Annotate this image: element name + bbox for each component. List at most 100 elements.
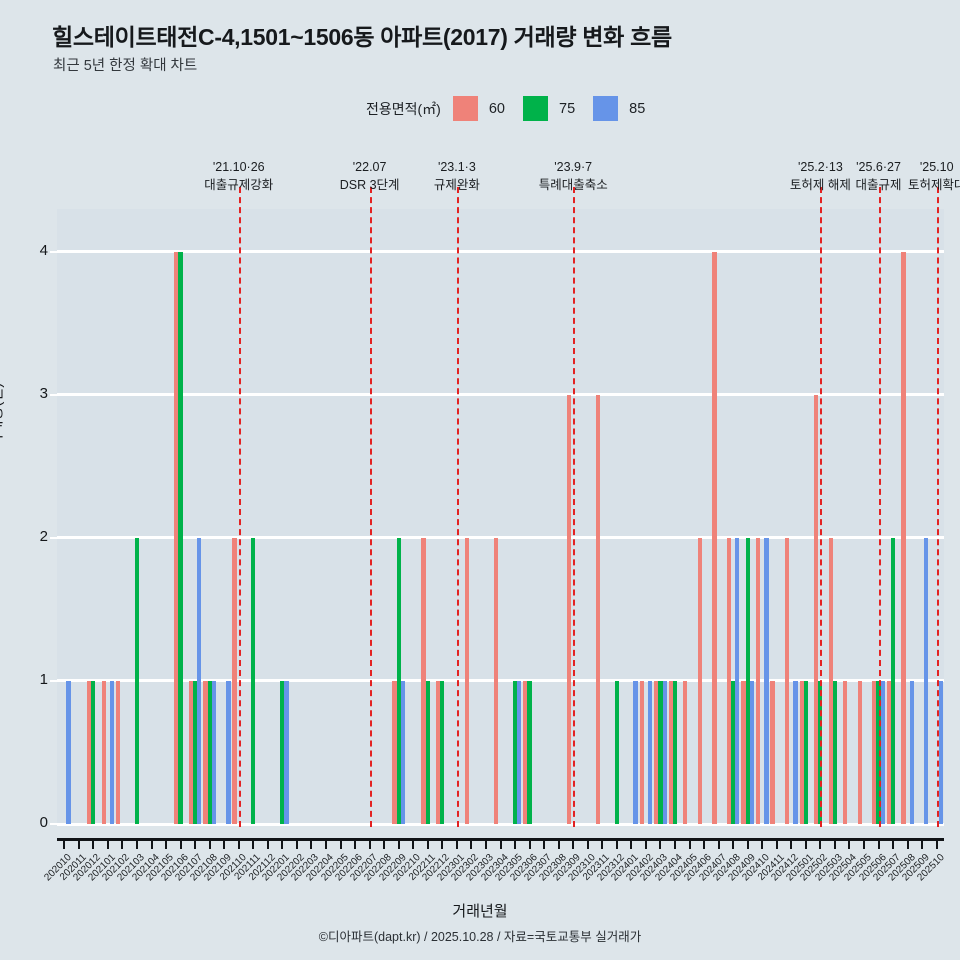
- x-axis-tick-mark: [572, 840, 575, 849]
- x-axis-tick-mark: [223, 840, 226, 849]
- bar[interactable]: [764, 537, 769, 824]
- bar[interactable]: [232, 537, 237, 824]
- bar[interactable]: [251, 537, 256, 824]
- bar[interactable]: [648, 680, 653, 824]
- bar[interactable]: [595, 394, 601, 824]
- bar[interactable]: [672, 680, 678, 824]
- bar[interactable]: [735, 537, 740, 824]
- x-axis-line: [57, 838, 944, 841]
- bar[interactable]: [880, 680, 885, 824]
- bar[interactable]: [188, 680, 194, 824]
- bar[interactable]: [654, 680, 659, 824]
- legend-item-60[interactable]: 60: [452, 96, 505, 121]
- bar[interactable]: [828, 537, 833, 824]
- bar[interactable]: [668, 680, 673, 824]
- x-axis-tick-mark: [165, 840, 168, 849]
- bar[interactable]: [683, 680, 688, 824]
- bar[interactable]: [726, 537, 732, 824]
- bar[interactable]: [178, 251, 183, 824]
- bar[interactable]: [745, 537, 750, 824]
- bar[interactable]: [91, 680, 96, 824]
- bar[interactable]: [755, 537, 761, 824]
- x-axis-tick-mark: [77, 840, 80, 849]
- bar[interactable]: [909, 680, 914, 824]
- bar[interactable]: [741, 680, 746, 824]
- bar[interactable]: [857, 680, 862, 824]
- legend: 전용면적(㎡) 60 75 85: [366, 96, 663, 121]
- bar[interactable]: [832, 680, 838, 824]
- bar[interactable]: [512, 680, 518, 824]
- bar[interactable]: [614, 680, 619, 824]
- x-axis-tick-mark: [659, 840, 662, 849]
- bar[interactable]: [901, 251, 906, 824]
- x-axis-tick-mark: [804, 840, 807, 849]
- event-label: '21.10·26 대출규제강화: [204, 158, 273, 194]
- bar[interactable]: [400, 680, 405, 824]
- bar[interactable]: [886, 680, 891, 824]
- event-date: '23.9·7: [554, 160, 593, 174]
- bar[interactable]: [465, 537, 470, 824]
- bar[interactable]: [425, 680, 430, 824]
- bar[interactable]: [436, 680, 441, 824]
- bar[interactable]: [803, 680, 808, 824]
- bar[interactable]: [843, 680, 848, 824]
- bar[interactable]: [392, 680, 397, 824]
- bar[interactable]: [517, 680, 522, 824]
- bar[interactable]: [639, 680, 644, 824]
- bar[interactable]: [662, 680, 667, 824]
- bar[interactable]: [101, 680, 106, 824]
- bar[interactable]: [197, 537, 202, 824]
- bar[interactable]: [280, 680, 285, 824]
- event-date: '25.10: [919, 160, 954, 174]
- y-axis-tick-mark: [50, 393, 57, 396]
- y-axis-tick-mark: [50, 250, 57, 253]
- bar[interactable]: [697, 537, 702, 824]
- bar[interactable]: [421, 537, 426, 824]
- bar[interactable]: [203, 680, 208, 824]
- event-desc: 특례대출축소: [538, 178, 608, 192]
- bar[interactable]: [633, 680, 638, 824]
- bar[interactable]: [770, 680, 775, 824]
- event-label: '25.10 토허제확대: [908, 158, 960, 194]
- bar[interactable]: [87, 680, 92, 824]
- bar[interactable]: [731, 680, 736, 824]
- bar[interactable]: [658, 680, 663, 824]
- bar[interactable]: [566, 394, 572, 824]
- bar[interactable]: [814, 394, 819, 824]
- legend-item-75[interactable]: 75: [523, 96, 575, 121]
- bar[interactable]: [226, 680, 231, 824]
- bar[interactable]: [793, 680, 798, 824]
- bar[interactable]: [207, 680, 212, 824]
- bar[interactable]: [494, 537, 499, 824]
- bar[interactable]: [134, 537, 140, 824]
- bar[interactable]: [109, 680, 115, 824]
- bar[interactable]: [66, 680, 71, 824]
- bar[interactable]: [749, 680, 754, 824]
- bar[interactable]: [284, 680, 289, 824]
- x-axis-tick-mark: [746, 840, 749, 849]
- bar[interactable]: [799, 680, 804, 824]
- y-axis-tick-label: 0: [39, 814, 48, 831]
- bar[interactable]: [116, 680, 121, 824]
- bar[interactable]: [174, 251, 179, 824]
- bar[interactable]: [523, 680, 528, 824]
- bar[interactable]: [785, 537, 790, 824]
- x-axis-tick-mark: [703, 840, 706, 849]
- bar[interactable]: [211, 680, 216, 824]
- legend-swatch-icon: [593, 96, 619, 121]
- event-date: '21.10·26: [212, 160, 265, 174]
- bar[interactable]: [924, 537, 929, 824]
- bar[interactable]: [712, 251, 717, 824]
- bar[interactable]: [891, 537, 896, 824]
- x-axis-tick-mark: [877, 840, 880, 849]
- bar[interactable]: [876, 680, 881, 824]
- bar[interactable]: [193, 680, 198, 824]
- bar[interactable]: [938, 680, 944, 824]
- bar[interactable]: [527, 680, 532, 824]
- bar[interactable]: [872, 680, 877, 824]
- bar[interactable]: [440, 680, 445, 824]
- bar[interactable]: [396, 537, 401, 824]
- x-axis-tick-mark: [92, 840, 95, 849]
- legend-item-85[interactable]: 85: [593, 96, 645, 121]
